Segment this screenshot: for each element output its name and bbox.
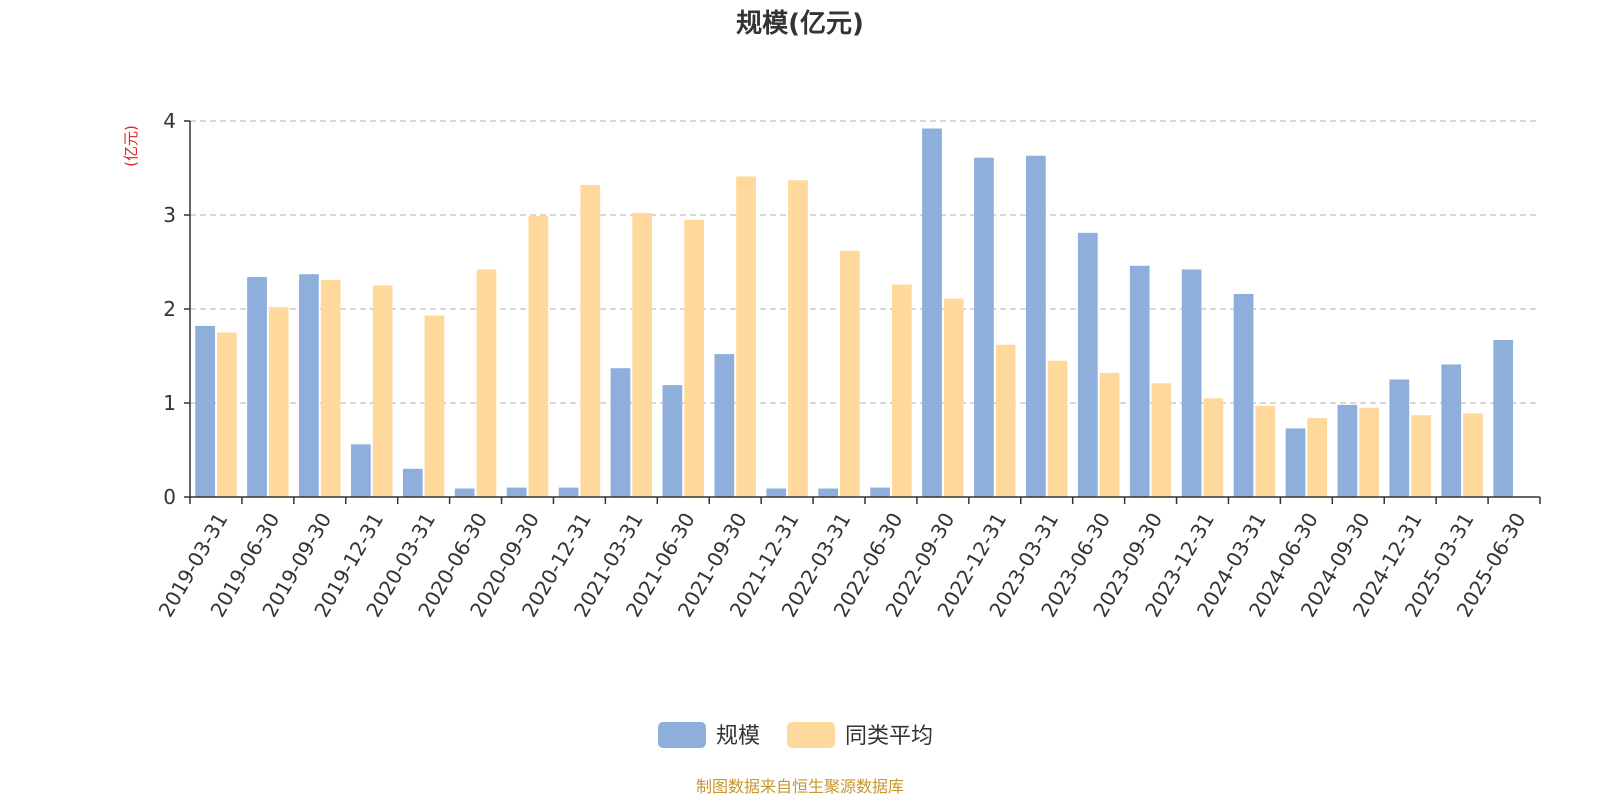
legend-item-1[interactable]: 同类平均 <box>787 722 933 749</box>
y-tick-label: 1 <box>163 391 176 415</box>
bar-1-14 <box>943 298 964 497</box>
legend-label: 同类平均 <box>845 724 933 749</box>
bar-1-8 <box>632 213 653 497</box>
bar-0-10 <box>714 354 735 497</box>
bar-0-24 <box>1441 364 1462 497</box>
bar-1-2 <box>320 279 341 497</box>
bar-0-2 <box>299 274 319 497</box>
bar-1-17 <box>1099 372 1120 497</box>
legend-item-0[interactable]: 规模 <box>658 722 760 749</box>
bar-0-4 <box>402 468 423 497</box>
bar-0-12 <box>818 488 839 497</box>
bar-1-5 <box>476 269 497 497</box>
bar-0-1 <box>247 277 267 497</box>
bar-0-14 <box>922 128 942 497</box>
bar-1-1 <box>268 307 289 497</box>
legend: 规模 同类平均 <box>658 722 933 749</box>
bar-0-5 <box>454 488 475 497</box>
legend-label: 规模 <box>716 724 760 749</box>
bar-0-18 <box>1129 265 1150 497</box>
bar-1-22 <box>1359 407 1379 497</box>
bar-0-21 <box>1285 428 1306 497</box>
bar-0-23 <box>1389 379 1410 497</box>
source-note: 制图数据来自恒生聚源数据库 <box>696 777 904 796</box>
bar-0-0 <box>195 325 215 497</box>
bar-0-19 <box>1181 269 1202 497</box>
legend-swatch <box>658 722 706 748</box>
bar-1-10 <box>736 176 756 497</box>
bar-0-25 <box>1493 340 1514 497</box>
bar-0-20 <box>1233 293 1254 497</box>
bar-0-17 <box>1077 232 1098 498</box>
bar-0-3 <box>351 444 371 497</box>
bar-1-4 <box>424 315 445 497</box>
bar-1-19 <box>1203 398 1224 497</box>
bar-1-7 <box>580 184 601 498</box>
legend-swatch <box>787 722 835 748</box>
y-tick-label: 2 <box>163 297 176 321</box>
bar-1-3 <box>372 285 393 497</box>
y-axis-unit-label: (亿元) <box>122 125 140 167</box>
series-1 <box>216 176 1483 498</box>
bar-1-13 <box>891 284 912 497</box>
bar-1-6 <box>528 215 549 497</box>
bars <box>195 128 1514 498</box>
bar-0-7 <box>558 487 579 497</box>
bar-0-15 <box>974 157 994 497</box>
bar-0-22 <box>1337 404 1358 497</box>
bar-1-16 <box>1047 360 1068 497</box>
series-0 <box>195 128 1514 498</box>
bar-0-9 <box>662 385 683 497</box>
chart-title: 规模(亿元) <box>736 9 864 39</box>
bar-1-11 <box>788 180 808 497</box>
bar-1-20 <box>1255 405 1276 497</box>
y-tick-label: 3 <box>163 203 176 227</box>
grid-lines <box>190 120 1540 404</box>
bar-0-11 <box>766 488 787 497</box>
bar-1-15 <box>995 344 1016 497</box>
bar-0-8 <box>610 368 631 497</box>
bar-1-23 <box>1411 415 1431 497</box>
bar-0-13 <box>870 487 890 497</box>
bar-1-0 <box>216 332 237 497</box>
bar-1-18 <box>1151 383 1172 497</box>
bar-1-21 <box>1307 418 1328 497</box>
y-tick-label: 0 <box>163 485 176 509</box>
bar-1-9 <box>684 219 704 497</box>
bar-1-12 <box>840 250 860 497</box>
bar-0-16 <box>1026 155 1046 497</box>
bar-0-6 <box>506 487 527 497</box>
bar-1-24 <box>1463 413 1483 497</box>
y-tick-label: 4 <box>163 109 176 133</box>
